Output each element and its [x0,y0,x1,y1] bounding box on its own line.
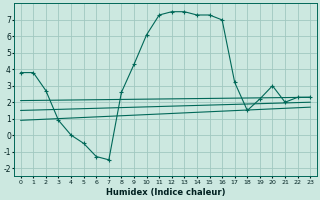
X-axis label: Humidex (Indice chaleur): Humidex (Indice chaleur) [106,188,225,197]
